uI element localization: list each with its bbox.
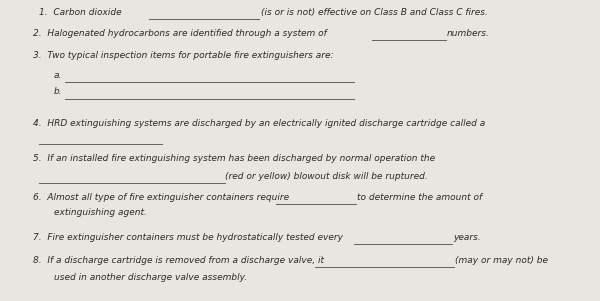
Text: 1.  Carbon dioxide: 1. Carbon dioxide [39,8,122,17]
Text: extinguishing agent.: extinguishing agent. [54,208,147,217]
Text: to determine the amount of: to determine the amount of [357,193,482,202]
Text: a.: a. [54,71,62,80]
Text: (red or yellow) blowout disk will be ruptured.: (red or yellow) blowout disk will be rup… [225,172,428,181]
Text: (may or may not) be: (may or may not) be [455,256,548,265]
Text: 3.  Two typical inspection items for portable fire extinguishers are:: 3. Two typical inspection items for port… [33,51,334,60]
Text: numbers.: numbers. [447,29,490,38]
Text: 6.  Almost all type of fire extinguisher containers require: 6. Almost all type of fire extinguisher … [33,193,289,202]
Text: 2.  Halogenated hydrocarbons are identified through a system of: 2. Halogenated hydrocarbons are identifi… [33,29,327,38]
Text: 8.  If a discharge cartridge is removed from a discharge valve, it: 8. If a discharge cartridge is removed f… [33,256,324,265]
Text: (is or is not) effective on Class B and Class C fires.: (is or is not) effective on Class B and … [261,8,488,17]
Text: 5.  If an installed fire extinguishing system has been discharged by normal oper: 5. If an installed fire extinguishing sy… [33,154,435,163]
Text: 7.  Fire extinguisher containers must be hydrostatically tested every: 7. Fire extinguisher containers must be … [33,233,343,242]
Text: used in another discharge valve assembly.: used in another discharge valve assembly… [54,273,247,282]
Text: b.: b. [54,87,62,96]
Text: 4.  HRD extinguishing systems are discharged by an electrically ignited discharg: 4. HRD extinguishing systems are dischar… [33,119,485,128]
Text: years.: years. [453,233,481,242]
